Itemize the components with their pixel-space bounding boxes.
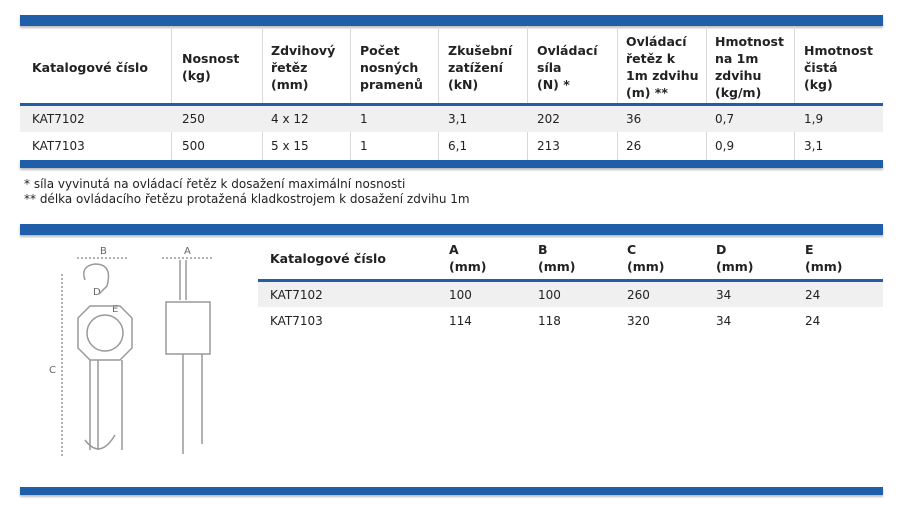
column-divider <box>350 26 351 160</box>
table-row: KAT7103 500 5 x 15 1 6,1 213 26 0,9 3,1 <box>20 133 883 159</box>
table-cell: 118 <box>538 313 561 328</box>
table-cell: 34 <box>716 287 732 302</box>
column-header: B (mm) <box>538 242 576 274</box>
table-cell: 4 x 12 <box>271 112 309 126</box>
table-cell: 3,1 <box>448 112 468 126</box>
column-header: E (mm) <box>805 242 843 274</box>
dim-label-d: D <box>93 287 101 298</box>
table-cell: 0,7 <box>715 112 735 126</box>
table-row: KAT7102 250 4 x 12 1 3,1 202 36 0,7 1,9 <box>20 106 883 132</box>
column-divider <box>438 26 439 160</box>
table-cell: 250 <box>182 112 205 126</box>
column-divider <box>617 26 618 160</box>
table-cell: 34 <box>716 313 732 328</box>
table-row: KAT7102 100 100 260 34 24 <box>258 282 883 307</box>
table-cell: 6,1 <box>448 139 468 153</box>
dim-label-e: E <box>112 304 118 315</box>
table-cell: 500 <box>182 139 205 153</box>
table1-bottom-bar <box>20 160 883 168</box>
column-header: Nosnost (kg) <box>182 51 240 83</box>
table-cell: 1 <box>360 112 368 126</box>
column-divider <box>527 26 528 160</box>
table-cell: KAT7103 <box>32 139 85 153</box>
table-cell: 0,9 <box>715 139 735 153</box>
table-cell: KAT7102 <box>32 112 85 126</box>
column-header: A (mm) <box>449 242 487 274</box>
dim-label-a: A <box>184 246 191 257</box>
section2-bar <box>20 224 883 235</box>
column-header: Zkušební zatížení (kN) <box>448 42 513 92</box>
dim-label-b: B <box>100 246 107 257</box>
column-header: Katalogové číslo <box>32 59 148 75</box>
table-cell: 320 <box>627 313 650 328</box>
table-cell: 26 <box>626 139 642 153</box>
table-cell: 24 <box>805 313 821 328</box>
footnote-1: * síla vyvinutá na ovládací řetěz k dosa… <box>24 177 406 191</box>
table-cell: 202 <box>537 112 560 126</box>
table-row: KAT7103 114 118 320 34 24 <box>258 308 883 333</box>
dim-label-c: C <box>49 365 56 376</box>
column-header: Hmotnost čistá (kg) <box>804 42 873 92</box>
footnote-2: ** délka ovládacího řetězu protažená kla… <box>24 192 470 206</box>
top-bar <box>20 15 883 26</box>
column-header: Ovládací řetěz k 1m zdvihu (m) ** <box>626 34 699 100</box>
table-cell: 213 <box>537 139 560 153</box>
column-divider <box>262 26 263 160</box>
column-divider <box>171 26 172 160</box>
column-header: Hmotnost na 1m zdvihu (kg/m) <box>715 34 784 100</box>
header-divider <box>20 103 883 106</box>
bottom-bar <box>20 487 883 495</box>
table-cell: 260 <box>627 287 650 302</box>
column-header: Počet nosných pramenů <box>360 42 423 92</box>
table-cell: 100 <box>538 287 561 302</box>
column-header: Zdvihový řetěz (mm) <box>271 42 336 92</box>
column-header: C (mm) <box>627 242 665 274</box>
table-cell: KAT7103 <box>270 313 323 328</box>
table-cell: KAT7102 <box>270 287 323 302</box>
column-header: Katalogové číslo <box>270 250 386 266</box>
column-divider <box>794 26 795 160</box>
table-cell: 24 <box>805 287 821 302</box>
table-cell: 114 <box>449 313 472 328</box>
column-divider <box>706 26 707 160</box>
column-header: Ovládací síla (N) * <box>537 42 598 92</box>
table-cell: 100 <box>449 287 472 302</box>
table-cell: 1 <box>360 139 368 153</box>
table-cell: 3,1 <box>804 139 824 153</box>
chain-hoist-diagram: B A C D E <box>49 246 212 458</box>
table-cell: 5 x 15 <box>271 139 309 153</box>
table-cell: 36 <box>626 112 642 126</box>
header-divider <box>258 279 883 282</box>
table-cell: 1,9 <box>804 112 824 126</box>
column-header: D (mm) <box>716 242 754 274</box>
